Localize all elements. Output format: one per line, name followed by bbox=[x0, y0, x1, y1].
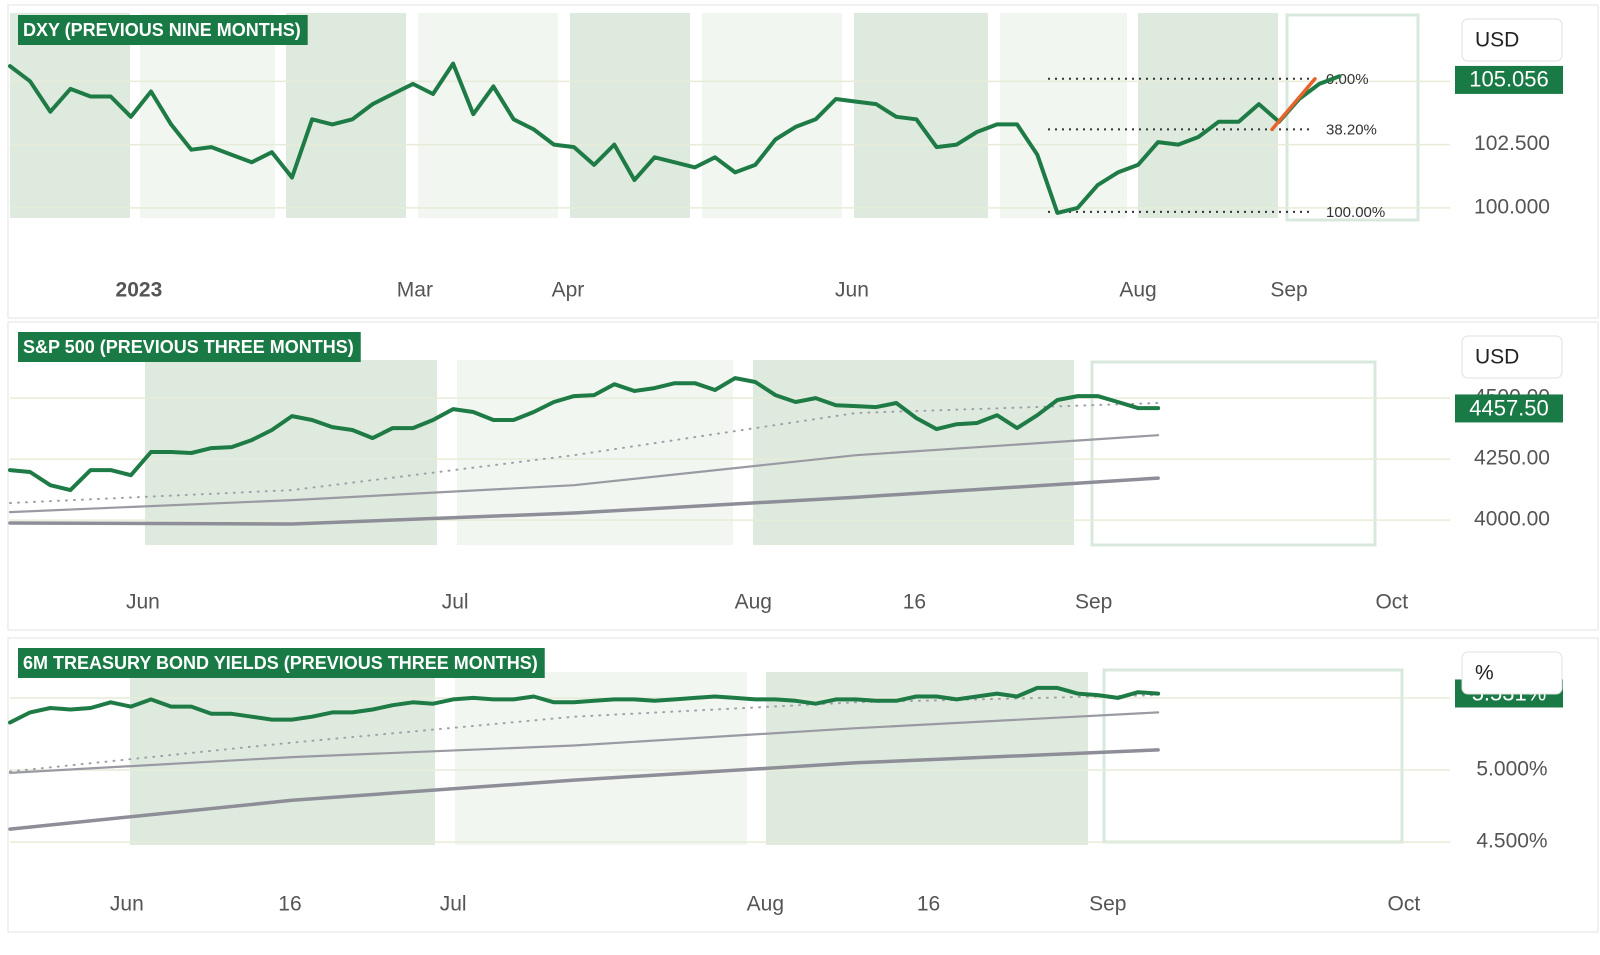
average-line bbox=[9, 402, 1160, 504]
x-tick-label: 2023 bbox=[116, 279, 163, 302]
currency-box bbox=[1461, 18, 1563, 62]
x-tick-label: Sep bbox=[1089, 893, 1126, 916]
highlight-box bbox=[1285, 13, 1420, 222]
x-tick-label: Sep bbox=[1270, 279, 1307, 302]
x-tick-label: Jun bbox=[110, 893, 144, 916]
currency-box bbox=[1461, 335, 1563, 379]
session-band bbox=[10, 13, 130, 218]
y-tick-label: 102.500 bbox=[1474, 132, 1550, 155]
average-line bbox=[8, 748, 1160, 831]
x-tick-label: Oct bbox=[1388, 893, 1421, 916]
x-tick-label: Aug bbox=[1119, 279, 1156, 302]
currency-label: % bbox=[1475, 662, 1494, 685]
average-line bbox=[8, 476, 1160, 526]
highlight-box bbox=[1090, 360, 1377, 547]
x-tick-label: Jul bbox=[440, 893, 467, 916]
chart-title: DXY (PREVIOUS NINE MONTHS) bbox=[23, 20, 301, 40]
session-band bbox=[286, 13, 406, 218]
x-tick-label: Mar bbox=[397, 279, 433, 302]
currency-label: USD bbox=[1475, 29, 1519, 52]
y-tick-label: 4.500% bbox=[1476, 830, 1547, 853]
trend-line bbox=[1270, 77, 1317, 132]
price-tag-label: 4457.50 bbox=[1469, 395, 1549, 420]
session-band bbox=[418, 13, 558, 218]
price-tag bbox=[1455, 65, 1563, 94]
price-tag-label: 105.056 bbox=[1469, 67, 1549, 92]
x-tick-label: Aug bbox=[747, 893, 784, 916]
price-line bbox=[8, 685, 1161, 725]
y-tick-label: 4000.00 bbox=[1474, 508, 1550, 531]
x-tick-label: Jun bbox=[126, 591, 160, 614]
chart-title: 6M TREASURY BOND YIELDS (PREVIOUS THREE … bbox=[23, 653, 538, 673]
session-band bbox=[1138, 13, 1278, 218]
x-tick-label: Aug bbox=[735, 591, 772, 614]
x-tick-label: Sep bbox=[1075, 591, 1112, 614]
currency-box bbox=[1461, 651, 1563, 695]
fib-label: 100.00% bbox=[1326, 204, 1385, 221]
x-tick-label: Apr bbox=[552, 279, 585, 302]
y-tick-label: 100.000 bbox=[1474, 195, 1550, 218]
title-box bbox=[18, 332, 361, 362]
y-tick-label: 5.000% bbox=[1476, 758, 1547, 781]
y-tick-label: 4250.00 bbox=[1474, 447, 1550, 470]
title-box bbox=[18, 648, 545, 678]
price-line bbox=[8, 376, 1161, 493]
price-line bbox=[8, 61, 1342, 215]
x-tick-label: 16 bbox=[917, 893, 940, 916]
session-band bbox=[753, 360, 1074, 545]
average-line bbox=[8, 434, 1160, 514]
price-tag bbox=[1455, 394, 1563, 423]
title-box bbox=[18, 15, 308, 45]
currency-label: USD bbox=[1475, 346, 1519, 369]
x-tick-label: Jul bbox=[442, 591, 469, 614]
session-band bbox=[140, 13, 275, 218]
fib-label: 38.20% bbox=[1326, 121, 1377, 138]
fib-label: 0.00% bbox=[1326, 71, 1369, 88]
x-tick-label: Oct bbox=[1375, 591, 1408, 614]
session-band bbox=[854, 13, 988, 218]
x-tick-label: 16 bbox=[278, 893, 301, 916]
x-tick-label: Jun bbox=[835, 279, 869, 302]
chart-title: S&P 500 (PREVIOUS THREE MONTHS) bbox=[23, 337, 354, 357]
x-tick-label: 16 bbox=[903, 591, 926, 614]
average-line bbox=[8, 711, 1160, 774]
session-band bbox=[570, 13, 690, 218]
session-band bbox=[1000, 13, 1127, 218]
